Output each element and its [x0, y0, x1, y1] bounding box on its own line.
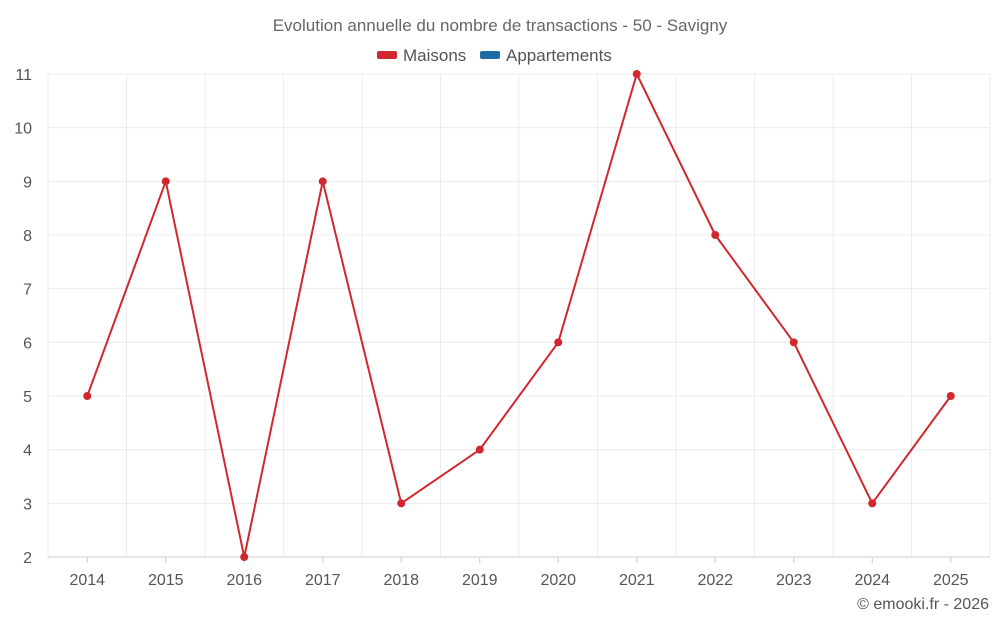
- x-tick-label-2015: 2015: [148, 572, 184, 589]
- y-tick-label: 4: [23, 443, 32, 460]
- series-maisons: [83, 70, 955, 561]
- x-axis: 2014 2015 2016 2017 2018 2019 2020 2021 2022 2023…: [48, 556, 990, 589]
- y-tick-label: 10: [14, 121, 32, 138]
- data-point-2015[interactable]: [161, 177, 170, 186]
- data-point-2018[interactable]: [397, 499, 406, 508]
- x-tick-label-2018: 2018: [383, 572, 419, 589]
- data-point-2014[interactable]: [83, 392, 92, 400]
- data-point-2019[interactable]: [475, 445, 484, 454]
- credit-text[interactable]: © emooki.fr - 2026: [857, 596, 989, 613]
- x-tick-label-2020: 2020: [540, 572, 576, 589]
- y-tick-label: 7: [23, 282, 32, 299]
- y-tick-label: 3: [23, 496, 32, 513]
- legend-swatch-maisons: [377, 51, 397, 59]
- y-axis: 2 3 4 5 6 7 8 9 10 11: [14, 67, 32, 567]
- data-point-2016[interactable]: [240, 553, 249, 561]
- x-tick-label-2022: 2022: [697, 572, 733, 589]
- data-point-2024[interactable]: [868, 499, 877, 508]
- x-tick-label-2016: 2016: [226, 572, 262, 589]
- x-tick-label-2014: 2014: [69, 572, 105, 589]
- legend-item-appartements[interactable]: Appartements: [480, 46, 612, 65]
- data-point-2025[interactable]: [946, 392, 955, 400]
- x-tick-label-2025: 2025: [933, 572, 969, 589]
- y-tick-label: 8: [23, 228, 32, 245]
- y-tick-label: 5: [23, 389, 32, 406]
- grid: [47, 73, 991, 557]
- y-tick-label: 6: [23, 335, 32, 352]
- y-tick-label: 11: [15, 67, 32, 84]
- x-tick-label-2023: 2023: [776, 572, 812, 589]
- data-point-2022[interactable]: [711, 231, 720, 239]
- x-tick-label-2019: 2019: [462, 572, 498, 589]
- x-tick-label-2021: 2021: [619, 572, 655, 589]
- legend-label-maisons: Maisons: [403, 46, 466, 65]
- legend-label-appartements: Appartements: [506, 46, 612, 65]
- data-point-2023[interactable]: [789, 338, 798, 347]
- y-tick-label: 9: [23, 174, 32, 191]
- data-point-2021[interactable]: [632, 70, 641, 78]
- legend: Maisons Appartements: [377, 46, 612, 65]
- chart-title: Evolution annuelle du nombre de transact…: [273, 16, 728, 35]
- legend-item-maisons[interactable]: Maisons: [377, 46, 466, 65]
- x-tick-label-2024: 2024: [854, 572, 890, 589]
- y-tick-label: 2: [23, 550, 32, 567]
- series-line-maisons: [86, 73, 952, 558]
- legend-swatch-appartements: [480, 51, 500, 59]
- data-point-2017[interactable]: [318, 177, 327, 186]
- x-tick-label-2017: 2017: [305, 572, 341, 589]
- data-point-2020[interactable]: [554, 338, 563, 347]
